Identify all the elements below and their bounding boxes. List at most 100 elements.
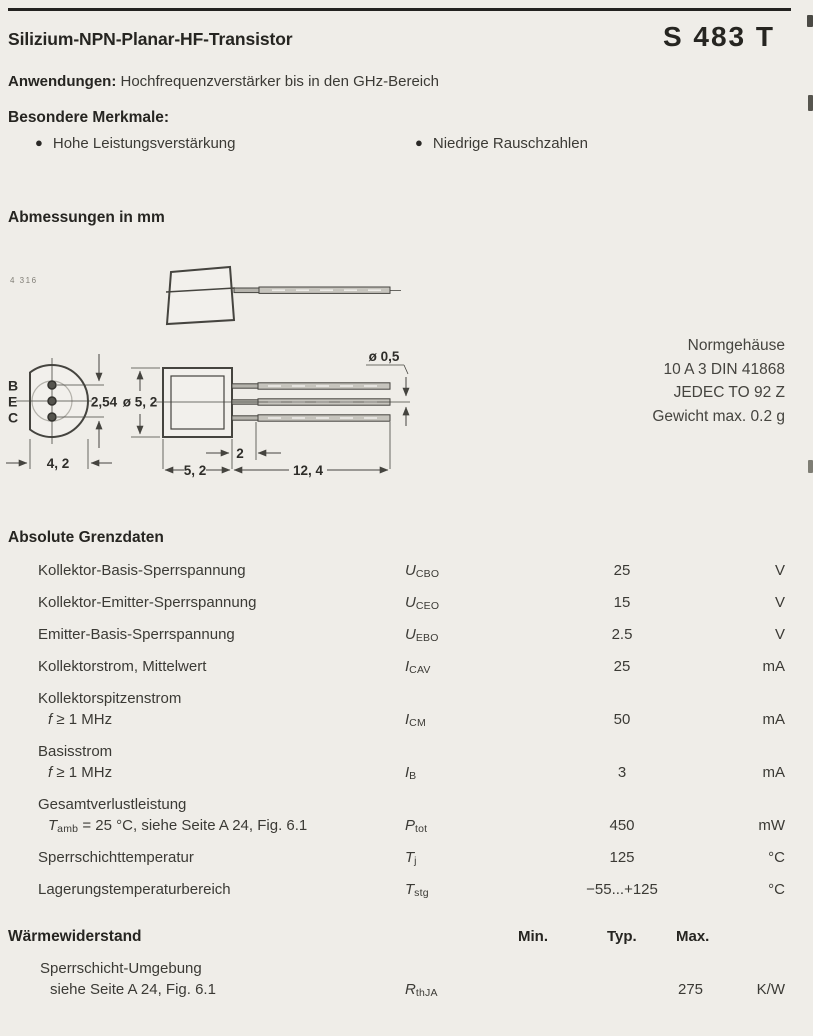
ratings-heading: Absolute Grenzdaten	[8, 529, 164, 546]
column-header-typ: Typ.	[607, 928, 637, 945]
dim-body-length	[162, 439, 233, 474]
column-header-min: Min.	[518, 928, 548, 945]
bullet-icon: ●	[415, 135, 423, 150]
table-row: Sperrschicht-Umgebung siehe Seite A 24, …	[8, 958, 785, 1000]
feature-label: Niedrige Rauschzahlen	[432, 135, 588, 152]
param-label: Kollektor-Basis-Sperrspannung	[38, 562, 246, 579]
dim-flat-width	[6, 439, 112, 469]
value: 450	[609, 817, 635, 834]
symbol: UCEO	[405, 594, 440, 612]
param-condition: f ≥ 1 MHz	[48, 764, 113, 781]
pin-label-c: C	[8, 410, 18, 426]
dim-pin-pitch	[57, 354, 104, 448]
unit: mA	[762, 764, 786, 781]
unit: mA	[762, 711, 786, 728]
lead-highlights	[272, 289, 381, 291]
features-heading: Besondere Merkmale:	[8, 109, 170, 126]
value: 125	[609, 849, 635, 866]
param-label: Kollektorspitzenstrom	[38, 690, 182, 707]
top-rule	[8, 8, 791, 11]
symbol: UEBO	[405, 626, 439, 644]
thermal-heading: Wärmewiderstand	[8, 928, 142, 945]
applications-label: Anwendungen:	[8, 73, 117, 90]
value: 25	[613, 562, 631, 579]
applications-text: Hochfrequenzverstärker bis in den GHz-Be…	[116, 73, 439, 90]
table-row: Kollektorspitzenstrom f ≥ 1 MHz ICM 50 m…	[8, 688, 785, 730]
table-row: Kollektorstrom, Mittelwert ICAV 25 mA	[8, 656, 785, 677]
thermal-section: Wärmewiderstand Min. Typ. Max. Sperrschi…	[8, 928, 785, 1000]
unit: mW	[758, 817, 785, 834]
package-info-line: Gewicht max. 0.2 g	[652, 407, 785, 425]
figure-code-label: 4 316	[10, 276, 38, 285]
dim-body-diameter	[131, 367, 160, 438]
dim-lead-length-label: 12, 4	[293, 463, 324, 478]
unit: °C	[768, 849, 785, 866]
package-info-line: Normgehäuse	[687, 337, 785, 354]
applications-line: Anwendungen: Hochfrequenzverstärker bis …	[8, 73, 439, 90]
param-label: Gesamtverlustleistung	[38, 796, 187, 813]
feature-item: ● Hohe Leistungsverstärkung	[35, 135, 235, 152]
dim-body-length-label: 5, 2	[184, 463, 207, 478]
dim-lead-step	[206, 422, 281, 460]
package-bottom-view	[16, 358, 92, 444]
table-row: Gesamtverlustleistung Tamb = 25 °C, sieh…	[8, 794, 785, 836]
value: 25	[613, 658, 631, 675]
thermal-header-row: Wärmewiderstand Min. Typ. Max.	[8, 928, 785, 946]
feature-item: ● Niedrige Rauschzahlen	[415, 135, 588, 152]
unit: V	[774, 562, 785, 579]
symbol: Tstg	[405, 881, 429, 899]
package-drawing: 4 316	[6, 265, 410, 478]
param-condition: Tamb = 25 °C, siehe Seite A 24, Fig. 6.1	[48, 817, 308, 835]
bullet-icon: ●	[35, 135, 43, 150]
page-edge-artifact	[808, 460, 813, 473]
value: −55...+125	[586, 881, 658, 898]
value: 3	[617, 764, 627, 781]
package-info-line: 10 A 3 DIN 41868	[663, 360, 785, 378]
package-3d-view	[165, 265, 401, 326]
symbol: ICAV	[405, 658, 431, 676]
table-row: Kollektor-Emitter-Sperrspannung UCEO 15 …	[8, 592, 785, 613]
pin-label-b: B	[8, 378, 18, 394]
ratings-table: Kollektor-Basis-Sperrspannung UCBO 25 V …	[8, 560, 785, 900]
page-edge-artifact	[807, 15, 813, 27]
dim-body-diameter-label: ø 5, 2	[123, 395, 158, 410]
value: 15	[613, 594, 631, 611]
param-condition: siehe Seite A 24, Fig. 6.1	[50, 981, 216, 998]
symbol: IB	[405, 764, 417, 782]
dim-lead-length	[233, 422, 391, 474]
value-max: 275	[678, 981, 704, 998]
param-label: Kollektor-Emitter-Sperrspannung	[38, 594, 257, 611]
param-label: Basisstrom	[38, 743, 113, 760]
dim-pin-pitch-label: 2,54	[91, 395, 118, 410]
param-label: Kollektorstrom, Mittelwert	[38, 658, 207, 675]
dim-lead-diameter	[366, 364, 410, 426]
page-edge-artifact	[808, 95, 813, 111]
dimensions-heading: Abmessungen in mm	[8, 209, 165, 226]
pin-dots	[47, 380, 57, 422]
param-label: Sperrschicht-Umgebung	[40, 960, 202, 977]
dim-lead-step-label: 2	[236, 446, 244, 461]
package-info-line: JEDEC TO 92 Z	[673, 384, 785, 401]
symbol: Ptot	[405, 817, 428, 835]
param-label: Lagerungstemperaturbereich	[38, 881, 231, 898]
page-title: Silizium-NPN-Planar-HF-Transistor	[8, 29, 293, 49]
param-label: Emitter-Basis-Sperrspannung	[38, 626, 235, 643]
unit: mA	[762, 658, 786, 675]
pin-label-e: E	[8, 394, 17, 410]
feature-label: Hohe Leistungsverstärkung	[52, 135, 236, 152]
package-info: Normgehäuse 10 A 3 DIN 41868 JEDEC TO 92…	[652, 334, 785, 428]
package-side-view	[156, 367, 410, 438]
table-row: Kollektor-Basis-Sperrspannung UCBO 25 V	[8, 560, 785, 581]
value: 2.5	[611, 626, 633, 643]
table-row: Lagerungstemperaturbereich Tstg −55...+1…	[8, 879, 785, 900]
part-number: S 483 T	[662, 21, 775, 52]
column-header-max: Max.	[676, 928, 710, 945]
symbol: RthJA	[405, 981, 438, 999]
param-condition: f ≥ 1 MHz	[48, 711, 113, 728]
value: 50	[613, 711, 631, 728]
symbol: Tj	[405, 849, 417, 867]
table-row: Emitter-Basis-Sperrspannung UEBO 2.5 V	[8, 624, 785, 645]
unit: °C	[768, 881, 785, 898]
dim-flat-width-label: 4, 2	[47, 456, 70, 471]
